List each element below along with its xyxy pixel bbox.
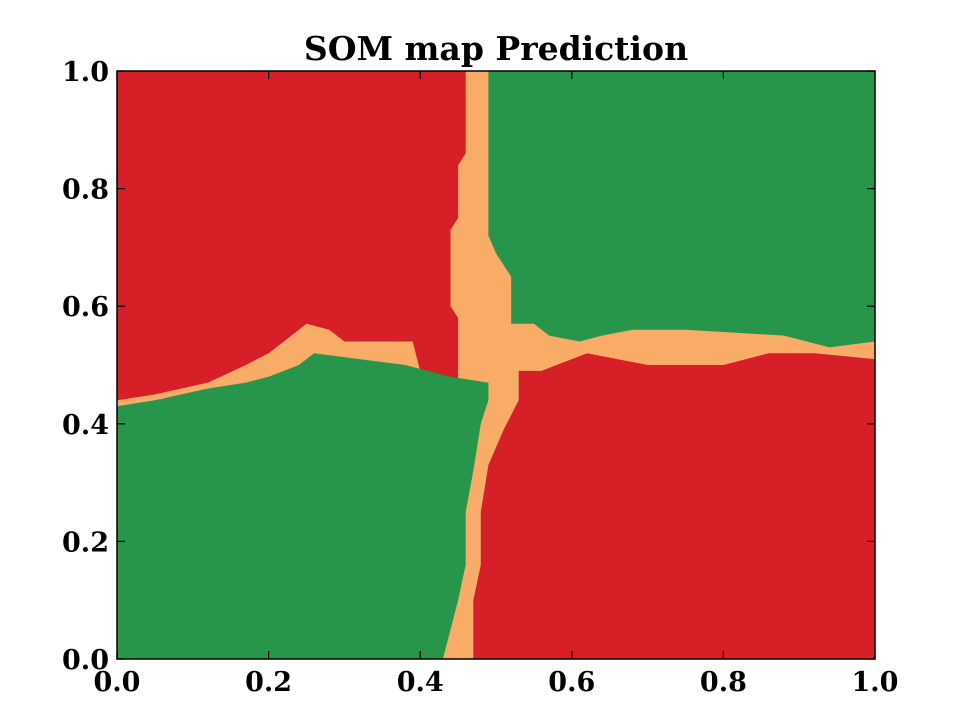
x-tick-label: 0.0: [94, 667, 141, 698]
x-tick-label: 1.0: [852, 667, 899, 698]
region-green-3: [117, 353, 489, 659]
plot-area: [117, 71, 875, 659]
region-red-1: [117, 71, 466, 401]
y-tick-label: 0.2: [62, 527, 109, 558]
axis-tick-labels: 0.0 0.2 0.4 0.6 0.8 1.0 0.0 0.2 0.4 0.6 0.8 1.0: [62, 57, 898, 698]
y-tick-label: 0.8: [62, 175, 109, 206]
x-tick-label: 0.2: [245, 667, 292, 698]
region-red-4: [473, 353, 875, 659]
x-tick-label: 0.8: [700, 667, 747, 698]
axes-frame: [116, 70, 876, 660]
y-tick-label: 0.4: [62, 410, 109, 441]
x-tick-label: 0.4: [397, 667, 444, 698]
y-tick-label: 0.6: [62, 292, 109, 323]
y-tick-label: 0.0: [62, 645, 109, 676]
region-green-2: [488, 71, 875, 348]
chart-title: SOM map Prediction: [304, 29, 688, 68]
y-tick-label: 1.0: [62, 57, 109, 88]
x-tick-label: 0.6: [548, 667, 595, 698]
